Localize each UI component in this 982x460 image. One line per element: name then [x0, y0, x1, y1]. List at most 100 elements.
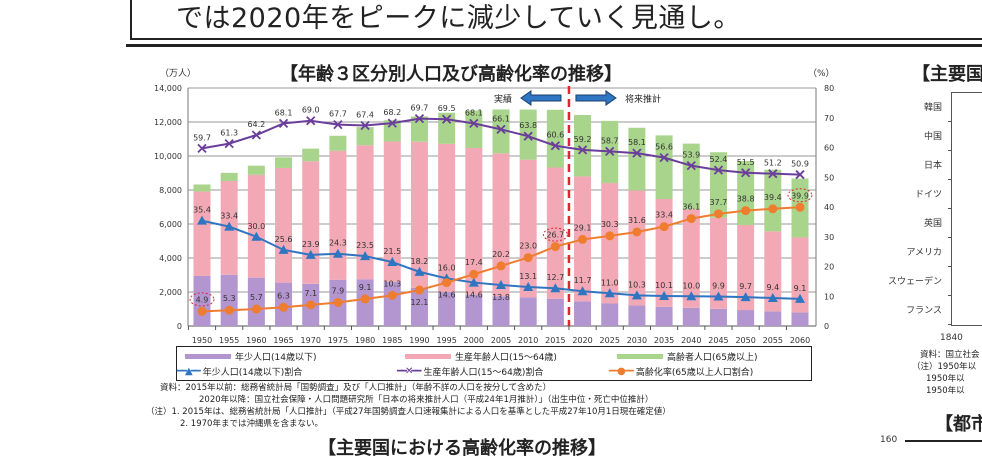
- circle-marker: [496, 261, 506, 271]
- bar-elderly: [302, 148, 320, 162]
- x-tick-label: 2035: [654, 336, 674, 345]
- x-tick-label: 1960: [246, 336, 266, 345]
- triangle-marker: [659, 290, 670, 300]
- working-ratio-data-label: 64.2: [247, 120, 265, 129]
- right-panel-frame: [905, 440, 982, 442]
- right-tick-label: 80: [824, 84, 834, 93]
- bar-working: [709, 217, 727, 309]
- left-tick-label: 4,000: [159, 254, 182, 263]
- right-tick-label: 70: [824, 114, 834, 123]
- bar-elderly: [356, 127, 374, 146]
- right-tick-label: 30: [824, 233, 834, 242]
- triangle-marker: [332, 248, 343, 258]
- young-ratio-data-label: 13.1: [519, 272, 537, 281]
- legend-item-young: 年少人口(14歳以下): [185, 350, 316, 363]
- left-axis-unit: （万人）: [160, 69, 197, 79]
- circle-marker: [768, 204, 778, 214]
- x-tick-label: 2050: [735, 336, 755, 345]
- young-ratio-data-label: 11.0: [601, 278, 619, 287]
- x-tick-label: 2055: [763, 336, 783, 345]
- bar-elderly: [519, 109, 537, 160]
- young-ratio-data-label: 16.0: [438, 263, 456, 272]
- bar-working: [329, 150, 347, 280]
- circle-marker: [251, 304, 261, 314]
- aging-rate-data-label: 26.7: [546, 231, 564, 240]
- legend: 年少人口(14歳以下) 生産年齢人口(15～64歳) 高齢者人口(65歳以上) …: [176, 346, 812, 381]
- x-tick-label: 2010: [518, 336, 538, 345]
- x-tick-label: 2060: [790, 336, 810, 345]
- aging-rate-data-label: 10.3: [383, 279, 401, 288]
- bar-elderly: [247, 165, 265, 175]
- bar-young: [655, 306, 673, 326]
- headline: では2020年をピークに減少していく見通し。: [176, 3, 741, 34]
- x-marker: [577, 145, 588, 155]
- triangle-marker: [278, 244, 289, 254]
- x-marker: [197, 143, 207, 154]
- working-ratio-data-label: 58.7: [601, 136, 619, 145]
- triangle-marker: [631, 290, 642, 300]
- source-note: 2020年以降：国立社会保障・人口問題研究所「日本の将来推計人口（平成24年1月…: [199, 395, 654, 405]
- right-panel-next-title: 【都市: [935, 414, 982, 435]
- legend-item-aging-rate: ━━●━━ 高齢化率(65歳以上人口割合): [609, 365, 753, 378]
- aging-rate-data-label: 30.3: [601, 220, 619, 229]
- country-label: フランス: [906, 306, 942, 316]
- right-panel-note: 1950年以: [926, 374, 965, 384]
- x-tick-label: 1995: [436, 336, 456, 345]
- triangle-marker: [686, 291, 697, 301]
- bar-young: [519, 297, 537, 326]
- aging-rate-data-label: 7.9: [332, 286, 345, 295]
- working-ratio-data-label: 59.7: [193, 133, 211, 142]
- x-marker: [659, 152, 669, 163]
- tick: [948, 324, 952, 325]
- bar-working: [356, 145, 374, 280]
- circle-marker: [442, 278, 452, 288]
- young-ratio-data-label: 33.4: [220, 212, 238, 221]
- actual-label: 実績: [494, 93, 512, 105]
- x-tick-label: 1970: [301, 336, 321, 345]
- right-panel-axis: [951, 92, 952, 325]
- x-tick-label: 2020: [572, 336, 592, 345]
- triangle-marker: [360, 251, 371, 261]
- triangle-marker: [387, 257, 398, 267]
- right-tick-label: 0: [824, 322, 829, 331]
- legend-label: 生産年齢人口(15～64歳): [455, 353, 557, 363]
- legend-label: 年少人口(14歳以下)割合: [202, 368, 303, 378]
- country-label: 中国: [923, 132, 942, 142]
- circle-marker: [713, 209, 723, 219]
- x-marker: [414, 114, 425, 124]
- bar-working: [438, 143, 456, 292]
- young-ratio-data-label: 12.7: [546, 273, 564, 282]
- triangle-marker: [523, 282, 534, 292]
- bar-elderly: [682, 143, 700, 210]
- bar-working: [601, 183, 619, 304]
- right-tick-label: 60: [824, 144, 834, 153]
- bar-working: [492, 153, 510, 297]
- headline-box: では2020年をピークに減少していく見通し。: [130, 0, 982, 40]
- aging-rate-data-label: 9.1: [359, 283, 372, 292]
- highlight-circle: [787, 188, 813, 203]
- country-label: ドイツ: [914, 190, 942, 200]
- young-ratio-data-label: 30.0: [247, 222, 265, 231]
- right-panel-note: 資料：国立社会: [920, 350, 980, 360]
- bar-elderly: [737, 160, 755, 226]
- bar-elderly: [492, 109, 510, 154]
- working-ratio-data-label: 63.8: [519, 121, 537, 130]
- x-marker: [251, 130, 262, 140]
- young-ratio-data-label: 9.1: [794, 284, 807, 293]
- circle-marker: [414, 285, 424, 295]
- legend-label: 年少人口(14歳以下): [235, 353, 317, 363]
- circle-marker: [686, 214, 696, 224]
- circle-marker: [360, 294, 370, 304]
- bar-young: [737, 310, 755, 326]
- aging-rate-data-label: 6.3: [277, 291, 290, 300]
- bar-working: [519, 159, 537, 298]
- young-ratio-data-label: 10.0: [682, 281, 700, 290]
- triangle-marker: [496, 279, 506, 289]
- aging-rate-data-label: 39.9: [791, 191, 809, 200]
- legend-item-working-ratio: ━━✕━━ 生産年齢人口(15～64歳)割合: [397, 365, 543, 378]
- bar-working: [546, 167, 564, 299]
- left-tick-label: 14,000: [154, 84, 182, 93]
- bar-working: [628, 190, 646, 306]
- projection-label: 将来推計: [625, 93, 661, 105]
- x-tick-label: 2025: [600, 336, 620, 345]
